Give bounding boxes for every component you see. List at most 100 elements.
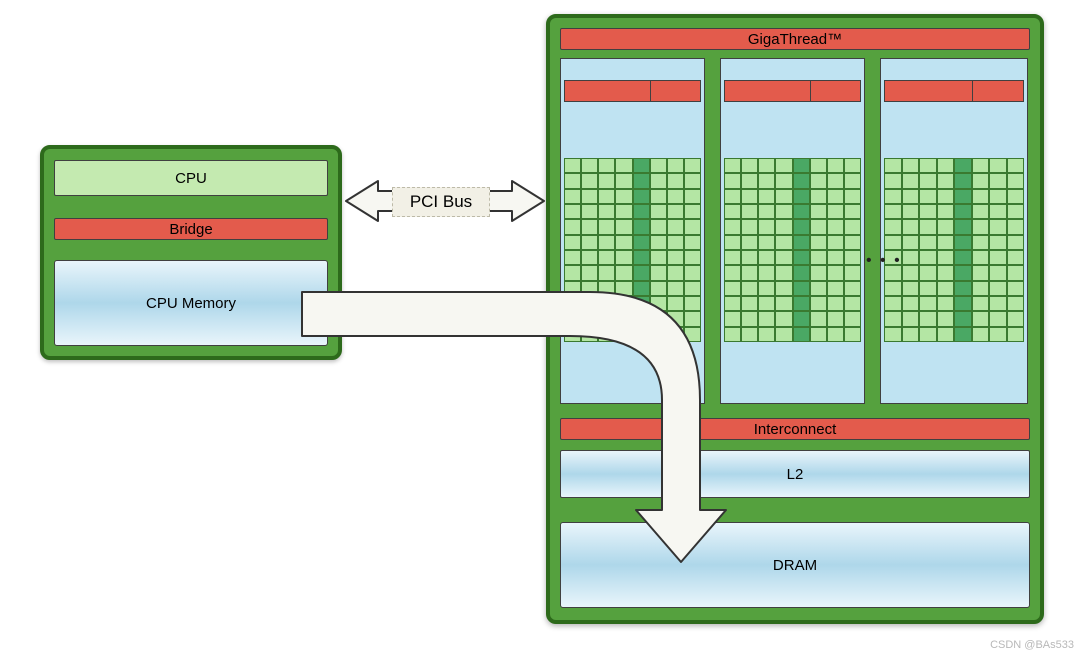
sm-core-cell <box>884 311 902 326</box>
sm-core-cell <box>1007 189 1025 204</box>
sm-core-cell <box>758 327 775 342</box>
sm-core-cell <box>810 281 827 296</box>
interconnect-label: Interconnect <box>561 419 1029 439</box>
sm-core-cell <box>937 296 955 311</box>
sm-sfu-cell <box>633 235 650 250</box>
sm-core-cell <box>902 235 920 250</box>
sm-core-cell <box>650 219 667 234</box>
sm-core-cell <box>724 281 741 296</box>
sm-sfu-cell <box>793 250 810 265</box>
sm-core-cell <box>989 219 1007 234</box>
sm-core-cell <box>615 173 632 188</box>
sm-core-cell <box>724 189 741 204</box>
sm-core-cell <box>919 189 937 204</box>
sm-core-cell <box>581 281 598 296</box>
sm-sfu-cell <box>954 158 972 173</box>
sm-core-cell <box>758 250 775 265</box>
sm-sfu-cell <box>633 311 650 326</box>
sm-core-cell <box>564 281 581 296</box>
sm-core-cell <box>564 158 581 173</box>
sm-core-cell <box>581 250 598 265</box>
sm-core-cell <box>724 204 741 219</box>
sm-sfu-cell <box>793 219 810 234</box>
sm-core-cell <box>972 296 990 311</box>
gigathread-block: GigaThread™ <box>560 28 1030 50</box>
sm-core-cell <box>684 265 701 280</box>
sm-core-cell <box>615 311 632 326</box>
sm-sfu-cell <box>633 265 650 280</box>
sm-core-cell <box>724 265 741 280</box>
sm-sfu-cell <box>954 219 972 234</box>
sm-sfu-cell <box>954 250 972 265</box>
sm-core-cell <box>919 219 937 234</box>
sm-sfu-cell <box>793 265 810 280</box>
sm-core-cell <box>810 204 827 219</box>
sm-core-cell <box>972 158 990 173</box>
sm-core-cell <box>598 235 615 250</box>
sm-core-cell <box>937 158 955 173</box>
sm-core-cell <box>884 296 902 311</box>
sm-core-cell <box>758 235 775 250</box>
sm-core-cell <box>902 189 920 204</box>
sm-core-cell <box>1007 265 1025 280</box>
sm-core-cell <box>615 204 632 219</box>
sm-core-cell <box>615 296 632 311</box>
sm-core-cell <box>919 265 937 280</box>
sm-sfu-cell <box>633 296 650 311</box>
sm-core-cell <box>827 327 844 342</box>
sm-core-cell <box>758 158 775 173</box>
sm-sfu-cell <box>793 173 810 188</box>
sm-core-cell <box>972 327 990 342</box>
sm-core-cell <box>844 250 861 265</box>
sm-core-cell <box>564 296 581 311</box>
cpu-label: CPU <box>55 161 327 195</box>
sm-core-cell <box>844 189 861 204</box>
sm-core-cell <box>844 296 861 311</box>
sm-core-cell <box>1007 296 1025 311</box>
sm-core-cell <box>884 189 902 204</box>
sm-core-cell <box>827 219 844 234</box>
sm-core-cell <box>827 204 844 219</box>
sm-sfu-cell <box>954 204 972 219</box>
sm-core-cell <box>615 219 632 234</box>
sm-core-cell <box>650 250 667 265</box>
sm-core-cell <box>902 327 920 342</box>
sm-core-cell <box>615 281 632 296</box>
sm-core-cell <box>650 311 667 326</box>
sm-core-cell <box>937 327 955 342</box>
sm-sfu-cell <box>633 327 650 342</box>
gigathread-label: GigaThread™ <box>561 29 1029 49</box>
sm-core-cell <box>615 235 632 250</box>
sm-dispatch-bar <box>564 80 701 102</box>
sm-core-cell <box>902 204 920 219</box>
sm-core-cell <box>775 296 792 311</box>
sm-core-cell <box>810 311 827 326</box>
sm-core-cell <box>989 250 1007 265</box>
sm-core-cell <box>1007 204 1025 219</box>
sm-core-cell <box>902 265 920 280</box>
sm-core-cell <box>775 311 792 326</box>
sm-core-cell <box>775 158 792 173</box>
sm-core-cell <box>919 250 937 265</box>
sm-core-cell <box>937 189 955 204</box>
sm-sfu-cell <box>954 265 972 280</box>
sm-core-cell <box>758 189 775 204</box>
sm-core-cell <box>667 296 684 311</box>
sm-core-cell <box>598 204 615 219</box>
sm-core-cell <box>827 173 844 188</box>
sm-core-cell <box>615 327 632 342</box>
sm-core-cell <box>684 250 701 265</box>
sm-core-cell <box>844 281 861 296</box>
sm-core-cell <box>615 189 632 204</box>
sm-core-cell <box>564 204 581 219</box>
sm-core-cell <box>989 311 1007 326</box>
sm-sfu-cell <box>954 281 972 296</box>
sm-core-cell <box>844 173 861 188</box>
sm-core-cell <box>741 173 758 188</box>
sm-core-cell <box>564 311 581 326</box>
sm-sfu-cell <box>633 219 650 234</box>
sm-core-cell <box>844 219 861 234</box>
sm-core-cell <box>684 189 701 204</box>
sm-core-cell <box>937 204 955 219</box>
sm-core-cell <box>775 250 792 265</box>
